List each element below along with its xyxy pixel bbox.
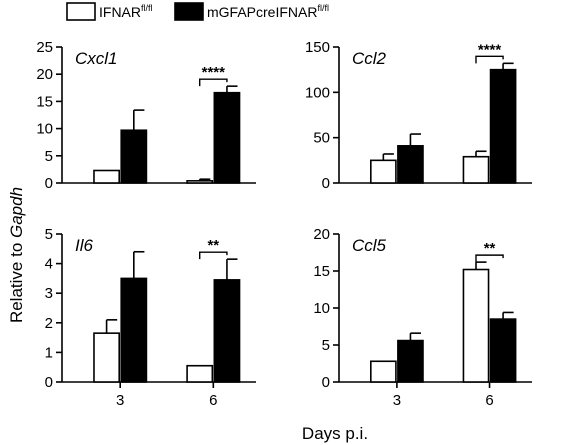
bracket-line bbox=[475, 55, 504, 64]
legend-label-ifnar: IFNARfl/fl bbox=[99, 3, 153, 20]
y-tick-label: 1 bbox=[45, 344, 53, 361]
bar-ccl2-3-s1 bbox=[397, 145, 424, 184]
x-tick-label: 3 bbox=[393, 392, 401, 409]
x-tick-label: 3 bbox=[116, 392, 124, 409]
legend-swatch-ifnar bbox=[66, 2, 96, 21]
bar-il6-3-s1 bbox=[120, 277, 148, 383]
significance-label: ** bbox=[207, 237, 219, 254]
y-tick-label: 0 bbox=[45, 374, 53, 391]
bracket-line bbox=[475, 254, 504, 263]
y-tick-label: 2 bbox=[45, 315, 53, 332]
panel-cxcl1: 0 5 10 15 20 25 Cxcl1 **** bbox=[36, 39, 256, 192]
panel-ccl5: 0 5 10 15 20 Ccl5 3 6 ** bbox=[313, 226, 532, 409]
y-tick-label: 5 bbox=[45, 226, 53, 243]
bar-ccl5-6-s1 bbox=[489, 318, 517, 383]
bar-il6-6-s1 bbox=[213, 279, 241, 383]
y-tick-label: 0 bbox=[322, 374, 330, 391]
bar-ccl2-6-s0 bbox=[462, 155, 490, 184]
bar-cxcl1-6-s0 bbox=[186, 180, 214, 184]
legend-swatch-mgfapcre bbox=[174, 2, 204, 21]
y-tick-label: 5 bbox=[45, 148, 53, 165]
bar-ccl5-6-s0 bbox=[462, 268, 490, 383]
y-tick-label: 15 bbox=[36, 93, 53, 110]
bar-ccl5-3-s0 bbox=[370, 360, 397, 383]
panel-il6: 0 1 2 3 4 5 Il6 3 6 ** bbox=[45, 226, 256, 409]
bar-cxcl1-3-s1 bbox=[120, 129, 148, 184]
y-tick-label: 20 bbox=[36, 66, 53, 83]
bracket-line bbox=[199, 78, 228, 87]
x-tick-label: 6 bbox=[209, 392, 217, 409]
y-tick-label: 0 bbox=[45, 175, 53, 192]
bar-cxcl1-6-s1 bbox=[213, 91, 241, 184]
x-tick-label: 6 bbox=[485, 392, 493, 409]
bar-il6-3-s0 bbox=[93, 332, 121, 383]
y-tick-label: 150 bbox=[305, 39, 330, 56]
y-tick-label: 0 bbox=[322, 175, 330, 192]
significance-bracket: ** bbox=[475, 240, 504, 263]
y-tick-label: 10 bbox=[313, 300, 330, 317]
bar-ccl5-3-s1 bbox=[397, 339, 424, 383]
legend-label-mgfapcre: mGFAPcreIFNARfl/fl bbox=[207, 3, 329, 20]
y-tick-label: 25 bbox=[36, 39, 53, 56]
y-tick-label: 5 bbox=[322, 337, 330, 354]
y-tick-label: 4 bbox=[45, 256, 53, 273]
bar-cxcl1-3-s0 bbox=[93, 169, 121, 184]
gene-label: Il6 bbox=[75, 236, 94, 255]
y-tick-label: 100 bbox=[305, 84, 330, 101]
y-tick-label: 15 bbox=[313, 263, 330, 280]
bar-ccl2-3-s0 bbox=[370, 159, 397, 184]
bracket-line bbox=[199, 251, 228, 260]
bar-il6-6-s0 bbox=[186, 364, 214, 383]
legend: IFNARfl/fl mGFAPcreIFNARfl/fl bbox=[66, 2, 329, 21]
significance-label: **** bbox=[202, 64, 226, 81]
y-tick-label: 3 bbox=[45, 285, 53, 302]
y-tick-label: 10 bbox=[36, 121, 53, 138]
gene-label: Ccl2 bbox=[352, 49, 387, 68]
significance-label: ** bbox=[484, 240, 496, 257]
bar-ccl2-6-s1 bbox=[489, 68, 517, 184]
y-tick-label: 20 bbox=[313, 226, 330, 243]
significance-label: **** bbox=[478, 41, 502, 58]
x-axis-title: Days p.i. bbox=[302, 424, 368, 443]
significance-bracket: **** bbox=[475, 41, 504, 64]
significance-bracket: ** bbox=[199, 237, 228, 260]
y-axis-title: Relative to Gapdh bbox=[7, 187, 26, 323]
significance-bracket: **** bbox=[199, 64, 228, 87]
gene-label: Ccl5 bbox=[352, 236, 387, 255]
gene-label: Cxcl1 bbox=[75, 49, 118, 68]
panel-ccl2: 0 50 100 150 Ccl2 **** bbox=[305, 39, 532, 192]
y-tick-label: 50 bbox=[313, 130, 330, 147]
